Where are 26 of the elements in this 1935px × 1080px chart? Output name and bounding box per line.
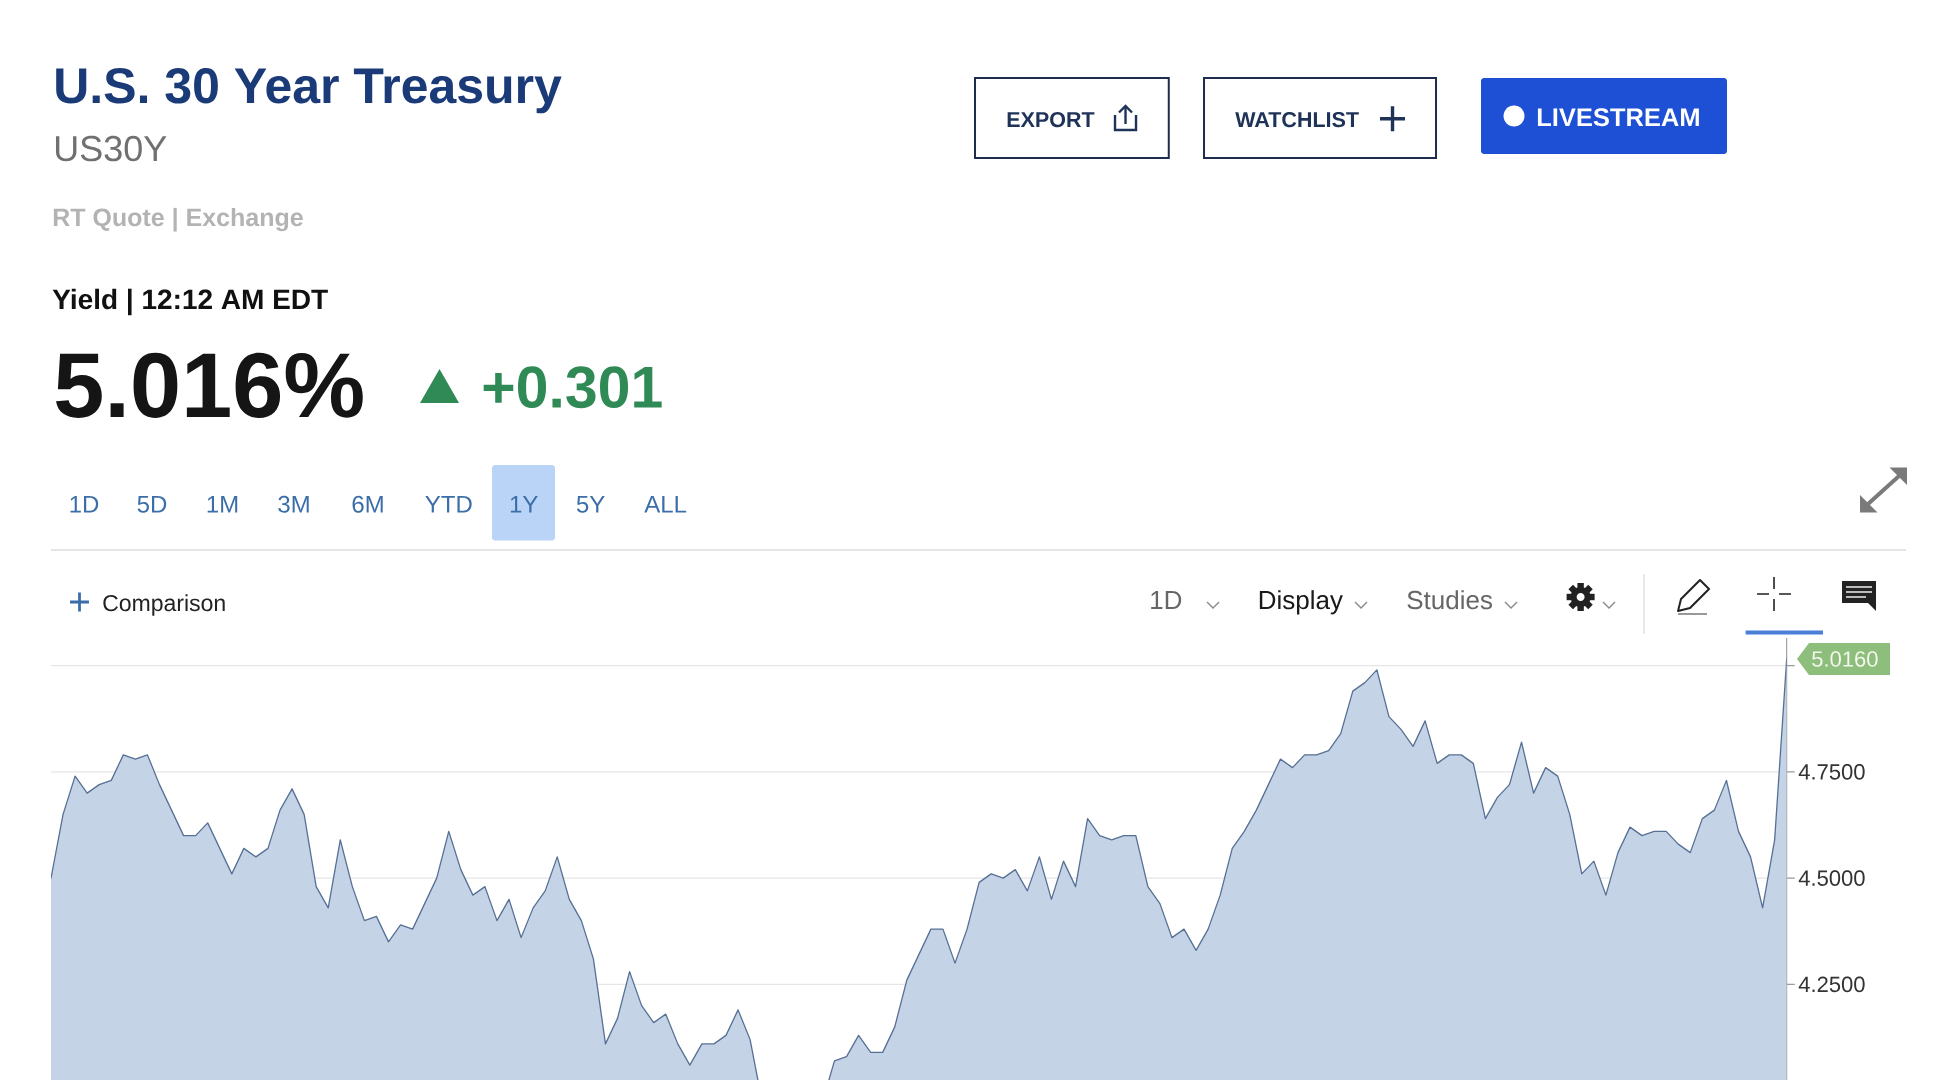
text: 1Y: [510, 495, 538, 513]
text: LIVESTREAM: [1537, 108, 1699, 127]
y-tick-label: 4.7500: [1798, 764, 1865, 780]
text: 5.016%: [56, 352, 363, 418]
text: 1M: [207, 495, 238, 513]
y-tick-label: 4.2500: [1798, 976, 1865, 993]
text: Comparison: [103, 594, 225, 616]
text: EXPORT: [1007, 111, 1095, 128]
chart-subtitle: US30Y: [55, 135, 167, 162]
text: 5D: [137, 495, 167, 513]
text: 1D: [1151, 591, 1182, 609]
text: Yield | 12:12 AM EDT: [52, 288, 328, 316]
text: 5Y: [576, 495, 605, 513]
text: YTD: [425, 495, 472, 513]
text: Display: [1259, 590, 1343, 615]
text: ALL: [644, 495, 687, 513]
text: +0.301: [483, 366, 662, 409]
y-tick-label: 4.5000: [1798, 870, 1865, 886]
text: WATCHLIST: [1235, 111, 1359, 128]
text: RT Quote | Exchange: [53, 207, 303, 232]
text: 3M: [278, 495, 309, 513]
chart-title: U.S. 30 Year Treasury: [56, 68, 562, 114]
text: 6M: [352, 495, 383, 513]
text: 1D: [70, 495, 99, 513]
text: Studies: [1407, 590, 1492, 610]
text: 5.0160: [1812, 651, 1878, 667]
